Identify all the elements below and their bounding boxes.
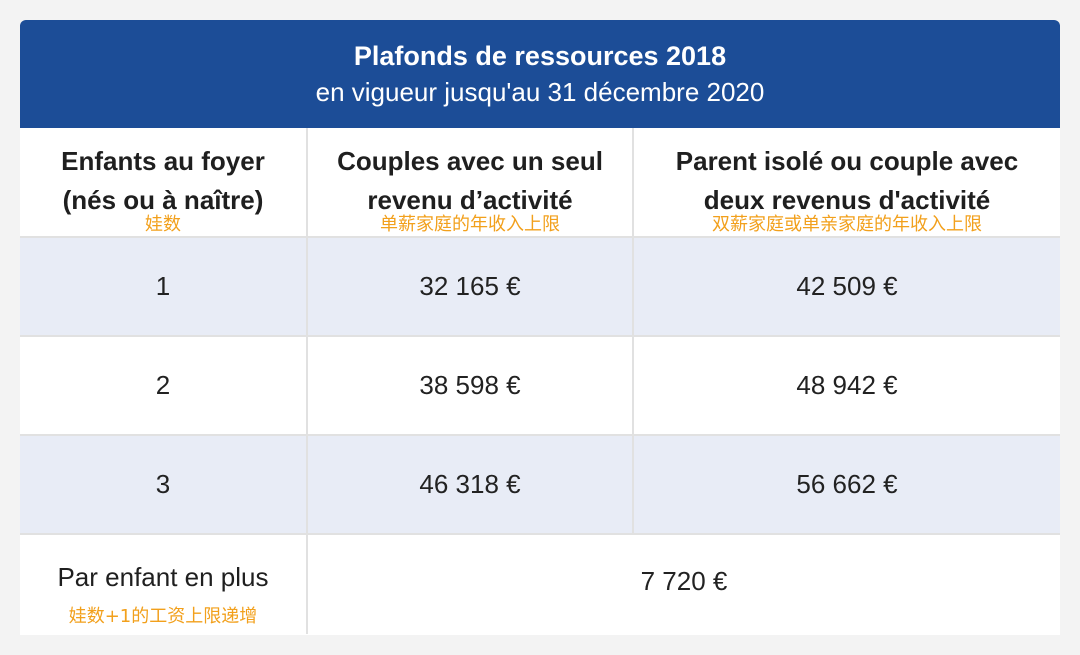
header-double-income: Parent isolé ou couple avec deux revenus… — [634, 128, 1060, 236]
extra-child-label-cell: Par enfant en plus 娃数+1的工资上限递增 — [20, 535, 308, 634]
header-children-note: 娃数 — [145, 214, 181, 235]
children-count: 3 — [155, 469, 171, 499]
single-income-cell: 32 165 € — [308, 238, 634, 335]
resource-ceilings-table: Plafonds de ressources 2018 en vigueur j… — [20, 20, 1060, 635]
header-single-income-line1: Couples avec un seul — [337, 146, 603, 176]
table-header-row: Enfants au foyer (nés ou à naître) 娃数 Co… — [20, 128, 1060, 238]
children-count-cell: 1 — [20, 238, 308, 335]
table-row: 2 38 598 € 48 942 € — [20, 337, 1060, 436]
header-children: Enfants au foyer (nés ou à naître) 娃数 — [20, 128, 308, 236]
extra-child-label: Par enfant en plus — [57, 562, 269, 592]
children-count: 2 — [155, 370, 171, 400]
double-income-cell: 48 942 € — [634, 337, 1060, 434]
extra-child-increment: 7 720 € — [640, 566, 728, 596]
header-double-income-line2: deux revenus d'activité — [703, 185, 991, 215]
table-title: Plafonds de ressources 2018 — [353, 41, 727, 71]
single-income-ceiling: 38 598 € — [419, 370, 521, 400]
extra-child-note: 娃数+1的工资上限递增 — [68, 606, 258, 627]
header-single-income-line2: revenu d’activité — [367, 185, 573, 215]
single-income-ceiling: 32 165 € — [419, 271, 521, 301]
header-double-income-note: 双薪家庭或单亲家庭的年收入上限 — [712, 214, 982, 235]
double-income-ceiling: 56 662 € — [796, 469, 898, 499]
header-single-income: Couples avec un seul revenu d’activité 单… — [308, 128, 634, 236]
single-income-ceiling: 46 318 € — [419, 469, 521, 499]
header-children-line1: Enfants au foyer — [61, 146, 265, 176]
single-income-cell: 38 598 € — [308, 337, 634, 434]
double-income-cell: 56 662 € — [634, 436, 1060, 533]
double-income-ceiling: 42 509 € — [796, 271, 898, 301]
table-row: 1 32 165 € 42 509 € — [20, 238, 1060, 337]
extra-child-row: Par enfant en plus 娃数+1的工资上限递增 7 720 € — [20, 535, 1060, 634]
table-title-bar: Plafonds de ressources 2018 en vigueur j… — [20, 20, 1060, 128]
table-grid: Enfants au foyer (nés ou à naître) 娃数 Co… — [20, 128, 1060, 635]
table-row: 3 46 318 € 56 662 € — [20, 436, 1060, 535]
header-single-income-note: 单薪家庭的年收入上限 — [380, 214, 560, 235]
children-count-cell: 2 — [20, 337, 308, 434]
children-count: 1 — [155, 271, 171, 301]
extra-child-value-cell: 7 720 € — [308, 535, 1060, 634]
double-income-cell: 42 509 € — [634, 238, 1060, 335]
table-subtitle: en vigueur jusqu'au 31 décembre 2020 — [315, 77, 765, 107]
single-income-cell: 46 318 € — [308, 436, 634, 533]
double-income-ceiling: 48 942 € — [796, 370, 898, 400]
children-count-cell: 3 — [20, 436, 308, 533]
header-children-line2: (nés ou à naître) — [62, 185, 264, 215]
header-double-income-line1: Parent isolé ou couple avec — [675, 146, 1019, 176]
